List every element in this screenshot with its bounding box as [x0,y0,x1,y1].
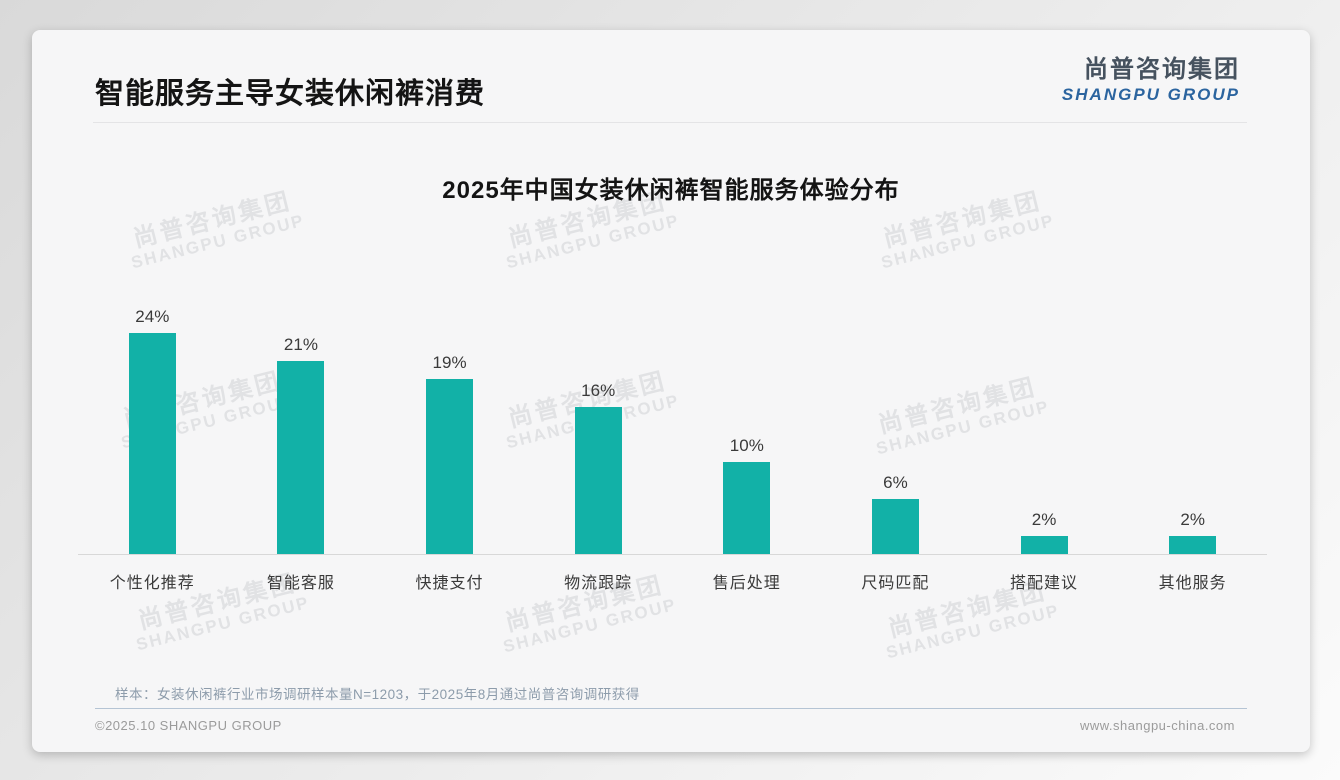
bar-value-label: 24% [135,307,170,326]
bar [277,361,325,554]
bar [426,379,474,554]
bar-column: 6% [821,270,970,554]
category-label: 售后处理 [712,575,781,592]
header-divider [93,122,1247,123]
bar-column: 19% [375,270,524,554]
category-label: 物流跟踪 [564,575,633,592]
slide-card: 尚普咨询集团 SHANGPU GROUP 尚普咨询集团 SHANGPU GROUP 尚普… [32,30,1310,752]
category-label: 搭配建议 [1010,575,1079,592]
bar-column: 2% [970,270,1119,554]
bar [1169,536,1217,554]
bar-value-label: 2% [1031,510,1057,529]
sample-note: 样本：女装休闲裤行业市场调研样本量N=1203，于2025年8月通过尚普咨询调研… [115,687,640,702]
bar-column: 16% [524,270,673,554]
bar-column: 10% [673,270,822,554]
bar [1020,536,1068,554]
page-title: 智能服务主导女装休闲裤消费 [95,78,486,110]
category-label: 尺码匹配 [861,575,930,592]
bar-chart-plot-area: 24% 21% 19% 16% 10% 6% 2% 2% [78,270,1267,555]
bar-column: 2% [1118,270,1267,554]
bar-value-label: 19% [432,353,467,372]
bar [723,462,771,554]
category-label: 个性化推荐 [109,575,195,592]
category-label: 其他服务 [1158,575,1227,592]
footer-divider [95,708,1247,709]
footer: ©2025.10 SHANGPU GROUP www.shangpu-china… [95,718,1235,733]
category-axis: 个性化推荐 智能客服 快捷支付 物流跟踪 售后处理 尺码匹配 搭配建议 其他服务 [78,569,1267,593]
category-label: 智能客服 [266,575,335,592]
bar [871,499,919,554]
website-url: www.shangpu-china.com [1079,718,1235,733]
category-label: 快捷支付 [415,575,484,592]
bar-value-label: 6% [883,473,908,492]
bar [128,333,176,554]
company-logo: 尚普咨询集团 SHANGPU GROUP [1062,56,1240,104]
logo-chinese-text: 尚普咨询集团 [1084,56,1240,83]
logo-english-text: SHANGPU GROUP [1061,84,1240,104]
bar-column: 21% [227,270,376,554]
bar-value-label: 10% [729,436,764,455]
bar-value-label: 21% [283,335,318,354]
bar [574,407,622,554]
copyright-text: ©2025.10 SHANGPU GROUP [95,718,282,733]
bar-column: 24% [78,270,227,554]
bar-value-label: 16% [581,381,616,400]
bar-value-label: 2% [1180,510,1205,529]
chart-title: 2025年中国女装休闲裤智能服务体验分布 [442,177,900,204]
